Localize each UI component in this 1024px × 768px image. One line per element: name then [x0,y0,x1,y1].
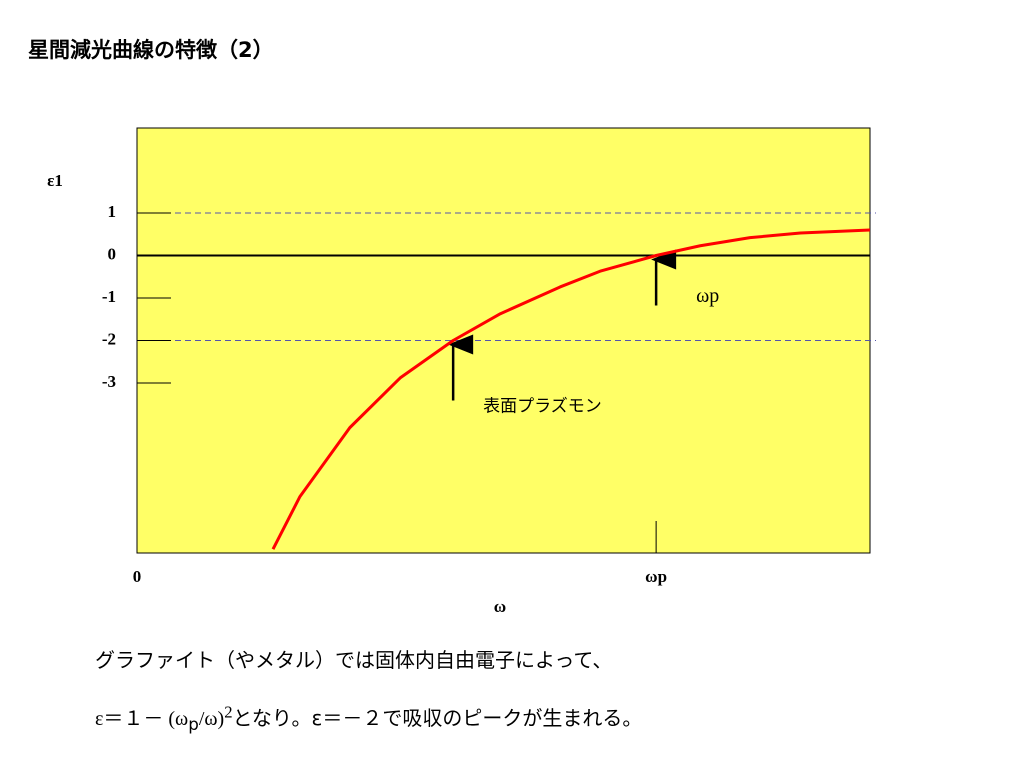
y-axis-title: ε1 [47,171,63,190]
caption-part: /ω) [198,708,225,730]
slide-title: 星間減光曲線の特徴（2） [28,38,274,62]
annotation: 表面プラズモン [483,397,602,417]
caption-part: ε＝１－ (ω [95,708,189,730]
curve [271,228,871,550]
caption: ε＝１－ (ωp/ω)2となり。ε＝－２で吸収のピークが生まれる。 [95,702,642,734]
caption-part: となり。ε＝－２で吸収のピークが生まれる。 [232,706,643,730]
y-tick-label: 1 [108,202,117,221]
caption-part: 2 [224,702,233,722]
x-tick-label: 0 [133,567,142,586]
y-tick-label: -2 [102,329,116,348]
caption: グラファイト（やメタル）では固体内自由電子によって、 [95,648,613,672]
x-tick-label: ωp [645,567,667,586]
caption-part: p [188,715,199,734]
annotation: ωp [696,285,719,307]
y-tick-label: -3 [102,372,116,391]
y-tick-label: 0 [108,244,117,263]
x-axis-title: ω [494,597,506,616]
y-tick-label: -1 [102,287,116,306]
